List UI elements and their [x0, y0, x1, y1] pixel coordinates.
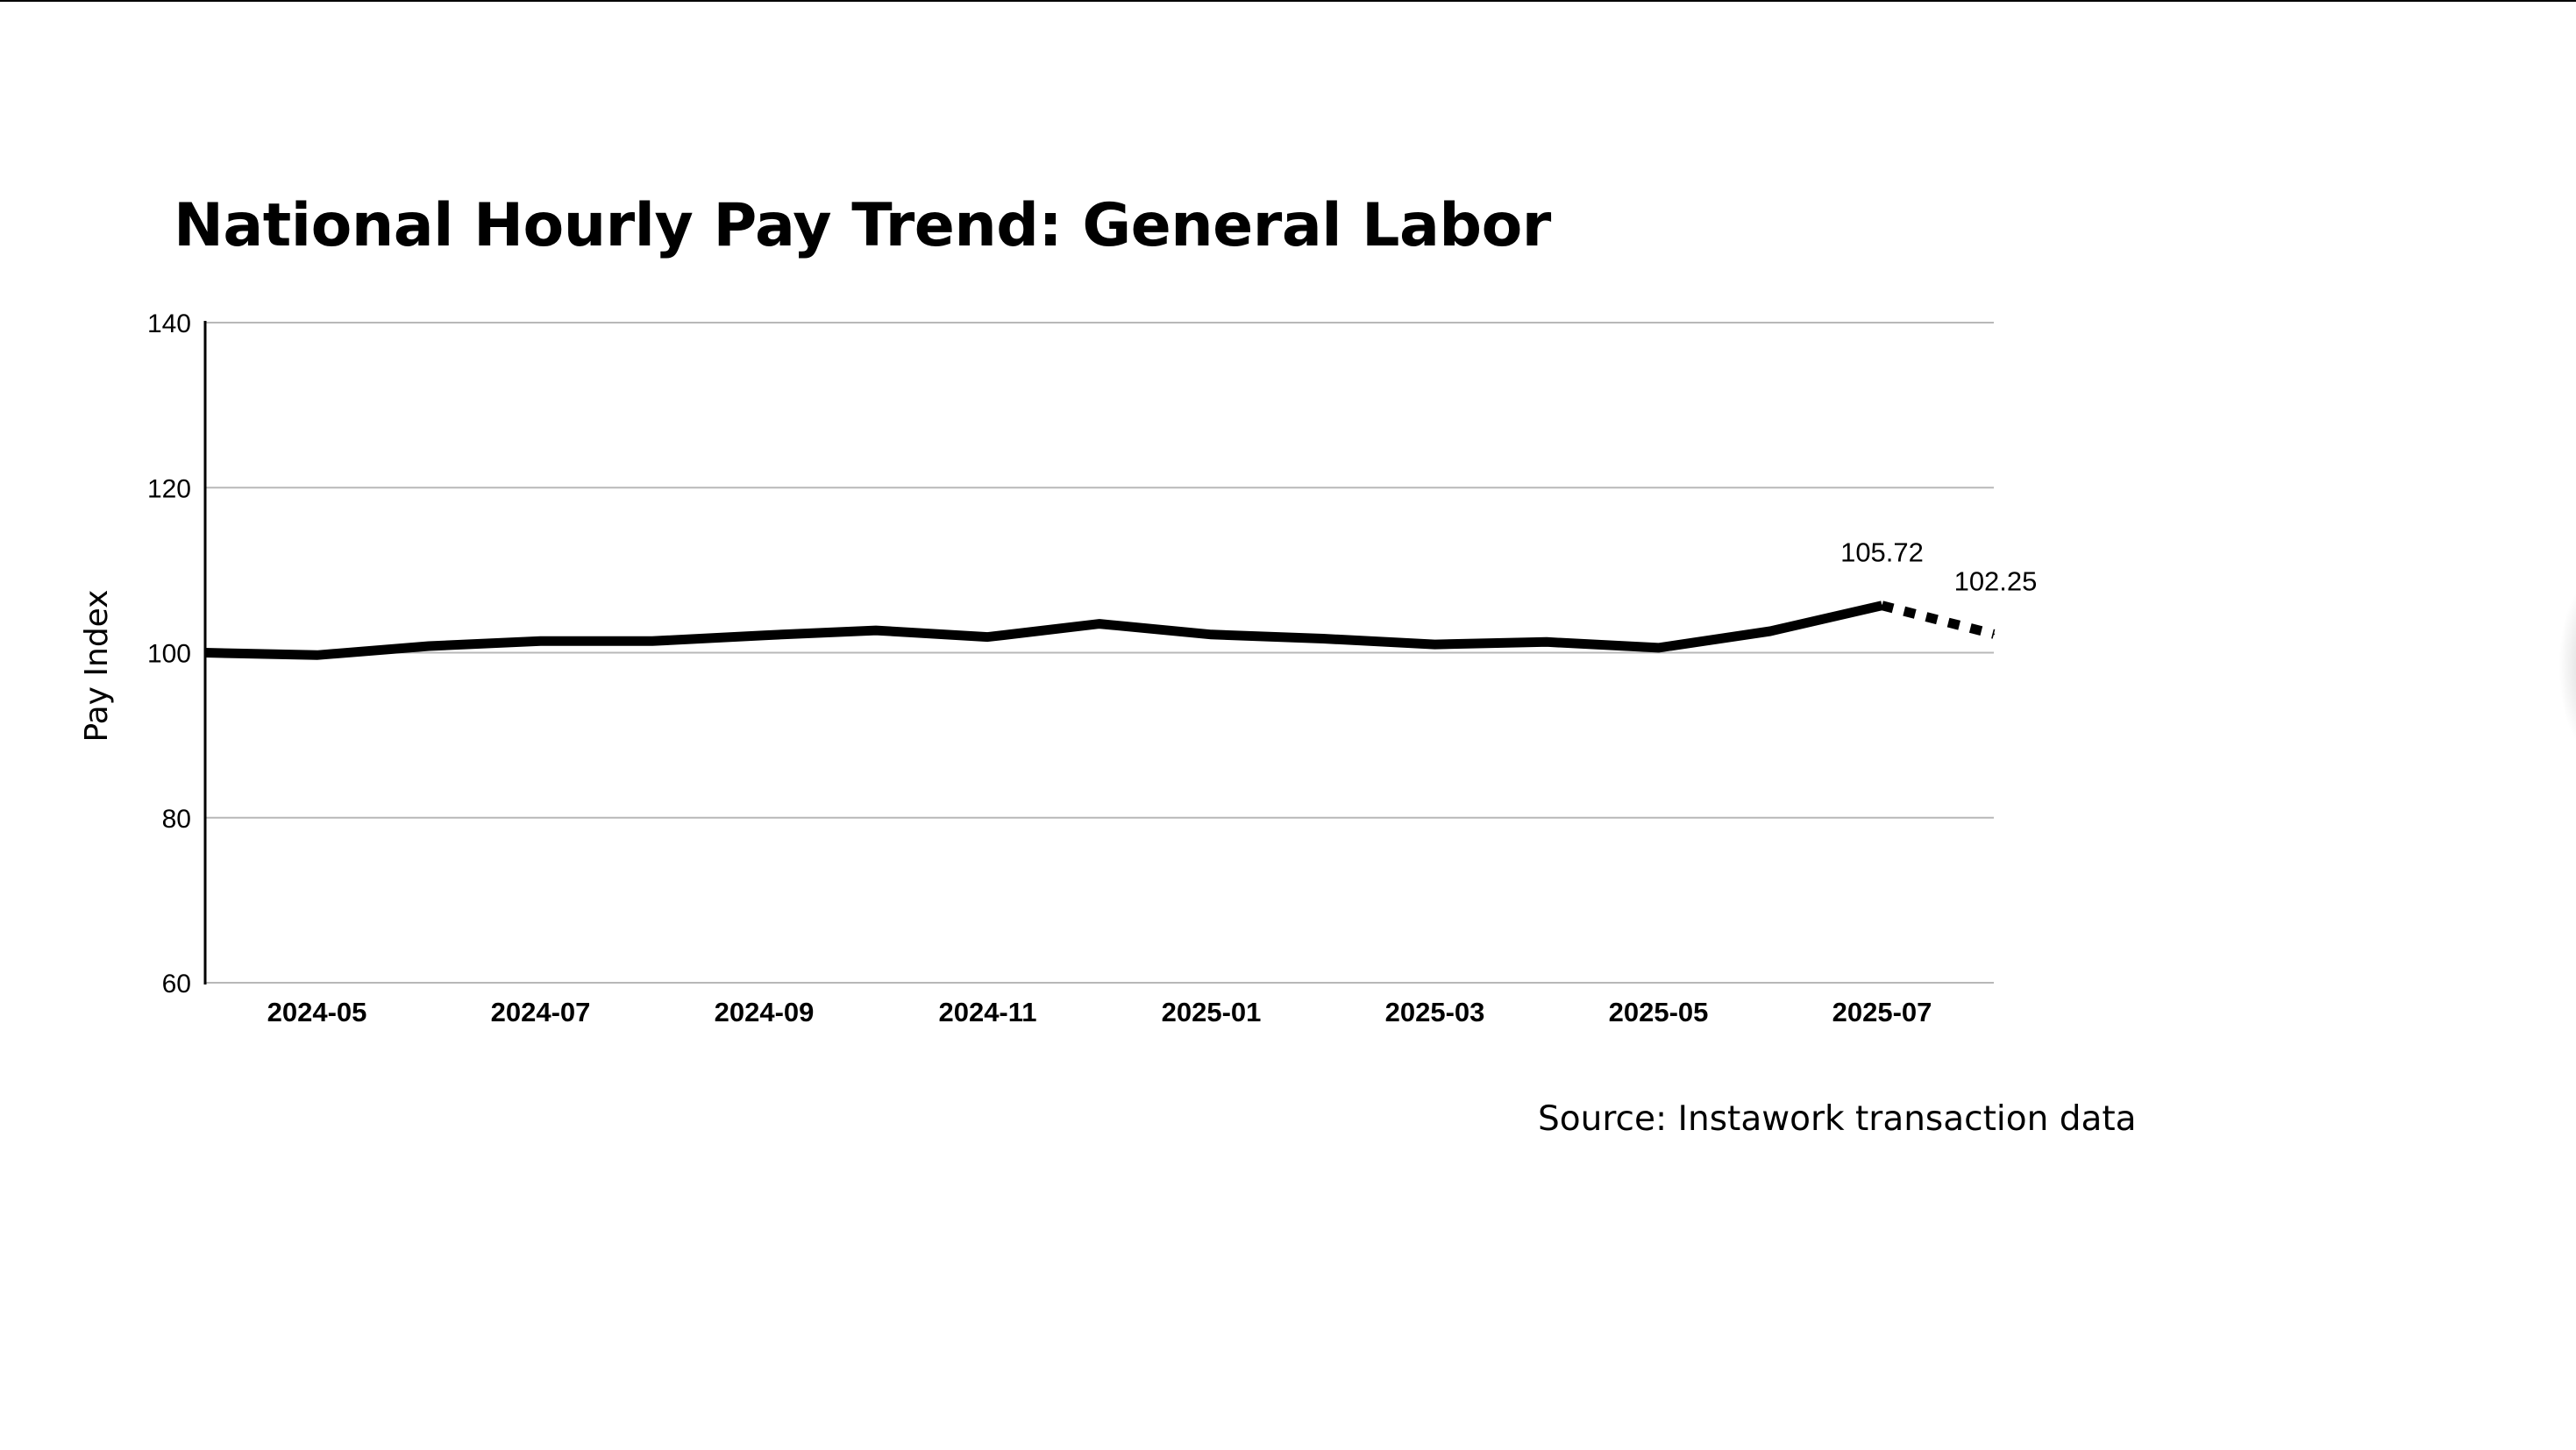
- data-point-solid-2024-11: [986, 636, 989, 638]
- x-tick-label-2025-07: 2025-07: [1832, 997, 1932, 1027]
- data-point-solid-2025-04: [1546, 641, 1548, 643]
- x-tick-label-2024-09: 2024-09: [715, 997, 815, 1027]
- y-tick-label-80: 80: [162, 805, 191, 834]
- data-point-solid-2025-03: [1434, 643, 1436, 646]
- x-tick-label-2024-07: 2024-07: [491, 997, 591, 1027]
- y-tick-label-140: 140: [147, 309, 191, 338]
- chart-title: National Hourly Pay Trend: General Labor: [174, 191, 1551, 260]
- y-tick-label-120: 120: [147, 474, 191, 503]
- data-point-dotted-2025-07: [1881, 604, 1883, 607]
- top-rule: [0, 0, 2576, 2]
- data-point-solid-2024-05: [316, 654, 318, 657]
- series-lines: [204, 601, 1996, 660]
- data-point-solid-2025-01: [1210, 633, 1213, 636]
- data-point-solid-2024-06: [428, 644, 430, 647]
- source-note: Source: Instawork transaction data: [1538, 1099, 2137, 1139]
- data-point-solid-2024-04: [204, 651, 206, 654]
- y-tick-label-60: 60: [162, 970, 191, 999]
- data-point-solid-2025-02: [1322, 637, 1324, 640]
- gridlines: [205, 322, 1994, 984]
- x-tick-label-2024-11: 2024-11: [938, 997, 1036, 1027]
- data-point-dotted-2025-08: [1993, 633, 1995, 636]
- edge-shadow: [2558, 579, 2576, 754]
- data-point-solid-2024-08: [651, 640, 653, 643]
- data-point-solid-2024-10: [875, 629, 877, 632]
- series-line-dotted: [1881, 601, 1996, 639]
- x-tick-labels: 2024-05 2024-07 2024-09 2024-11 2025-01 2025-…: [267, 997, 1932, 1027]
- x-tick-label-2025-05: 2025-05: [1609, 997, 1709, 1027]
- data-label-2025-07: 105.72: [1840, 537, 1924, 568]
- series-line-solid: [204, 601, 1883, 660]
- y-tick-labels: 60 80 100 120 140: [147, 309, 191, 999]
- x-tick-label-2024-05: 2024-05: [267, 997, 367, 1027]
- data-label-2025-08: 102.25: [1954, 565, 2038, 596]
- x-tick-label-2025-03: 2025-03: [1385, 997, 1485, 1027]
- x-tick-label-2025-01: 2025-01: [1162, 997, 1262, 1027]
- data-point-solid-2025-05: [1657, 646, 1660, 649]
- data-labels: 105.72 102.25: [1840, 537, 2037, 597]
- data-point-solid-2025-06: [1769, 630, 1771, 633]
- y-axis-label: Pay Index: [79, 589, 115, 742]
- y-tick-label-100: 100: [147, 640, 191, 669]
- data-point-solid-2024-09: [763, 634, 765, 636]
- data-point-solid-2024-12: [1099, 622, 1100, 625]
- data-point-solid-2024-07: [539, 640, 542, 643]
